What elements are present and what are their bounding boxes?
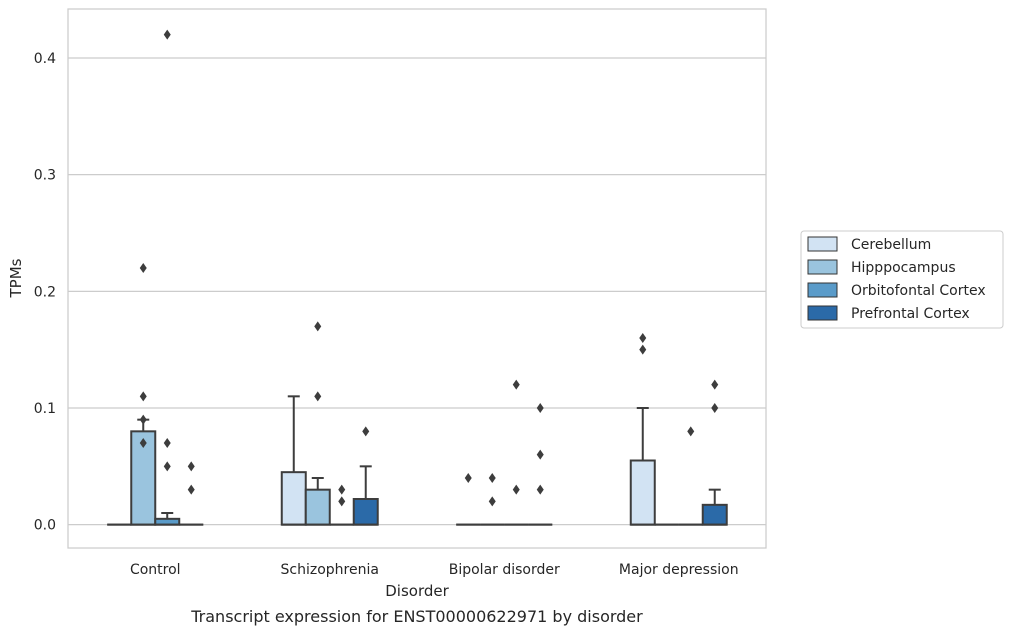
box-prefrontal-cortex-major-depression [701,379,728,526]
outlier-point [711,379,719,390]
outlier-point [338,484,346,495]
outlier-point [338,496,346,507]
legend-label: Prefrontal Cortex [851,306,970,322]
y-axis-label: TPMs [7,258,25,298]
y-tick-label: 0.0 [34,518,56,534]
box-body [280,471,307,526]
x-tick-label: Major depression [619,562,739,578]
outlier-point [187,484,195,495]
chart-caption: Transcript expression for ENST0000062297… [190,607,643,626]
box-prefrontal-cortex-bipolar-disorder [528,403,553,526]
outlier-point [512,379,520,390]
box-body [304,488,331,526]
outlier-point [711,403,719,413]
y-tick-label: 0.2 [34,284,56,300]
outlier-point [139,263,147,273]
outlier-point [488,496,496,507]
x-tick-label: Control [130,562,181,578]
legend: Cerebellum Hipppocampus Orbitofontal Corte… [800,230,1004,329]
outlier-point [362,426,370,437]
outlier-point [687,426,695,437]
outlier-point [139,438,147,448]
x-tick-label: Bipolar disorder [449,562,560,578]
plot-area-frame [67,8,767,549]
outlier-point [163,29,171,40]
legend-items: Cerebellum Hipppocampus Orbitofontal Corte… [807,236,986,322]
box-cerebellum-schizophrenia [280,395,307,526]
box-hipppocampus-bipolar-disorder [480,473,505,526]
outlier-point [464,473,472,483]
grid-layer [68,57,766,526]
x-axis-label: Disorder [385,582,449,600]
box-orbitofontal-cortex-bipolar-disorder [504,379,529,526]
outlier-point [488,473,496,483]
outlier-point [536,449,544,460]
y-tick-label: 0.1 [34,401,56,417]
legend-swatch [807,236,838,252]
outlier-point [163,438,171,448]
legend-label: Cerebellum [851,237,931,253]
box-prefrontal-cortex-control [179,461,204,526]
outlier-point [314,321,322,332]
box-hipppocampus-schizophrenia [304,321,331,526]
outlier-point [536,484,544,495]
outlier-point [314,391,322,402]
y-tick-label: 0.4 [34,51,56,67]
box-cerebellum-bipolar-disorder [456,473,481,526]
legend-label: Orbitofontal Cortex [851,283,986,299]
box-body [629,459,656,526]
legend-frame [800,230,1004,329]
legend-swatch [807,305,838,321]
outlier-point [139,391,147,402]
x-tick-label: Schizophrenia [281,562,379,578]
outlier-point [163,461,171,472]
outlier-point [139,414,147,425]
box-orbitofontal-cortex-schizophrenia [329,484,354,526]
box-cerebellum-major-depression [629,333,656,526]
box-prefrontal-cortex-schizophrenia [352,426,379,526]
outlier-point [512,484,520,495]
legend-swatch [807,259,838,275]
legend-label: Hipppocampus [851,260,956,276]
box-hipppocampus-control [130,263,157,526]
outlier-point [639,333,647,343]
y-tick-labels: 0.0 0.1 0.2 0.3 0.4 [34,51,56,534]
box-orbitofontal-cortex-major-depression [678,426,703,526]
y-tick-label: 0.3 [34,168,56,184]
outlier-point [639,344,647,355]
legend-swatch [807,282,838,298]
box-body [701,503,728,526]
box-orbitofontal-cortex-control [154,29,181,526]
box-layer [107,29,728,526]
box-body [352,498,379,526]
outlier-point [187,461,195,472]
x-tick-labels: Control Schizophrenia Bipolar disorder Majo… [130,562,739,578]
outlier-point [536,403,544,413]
